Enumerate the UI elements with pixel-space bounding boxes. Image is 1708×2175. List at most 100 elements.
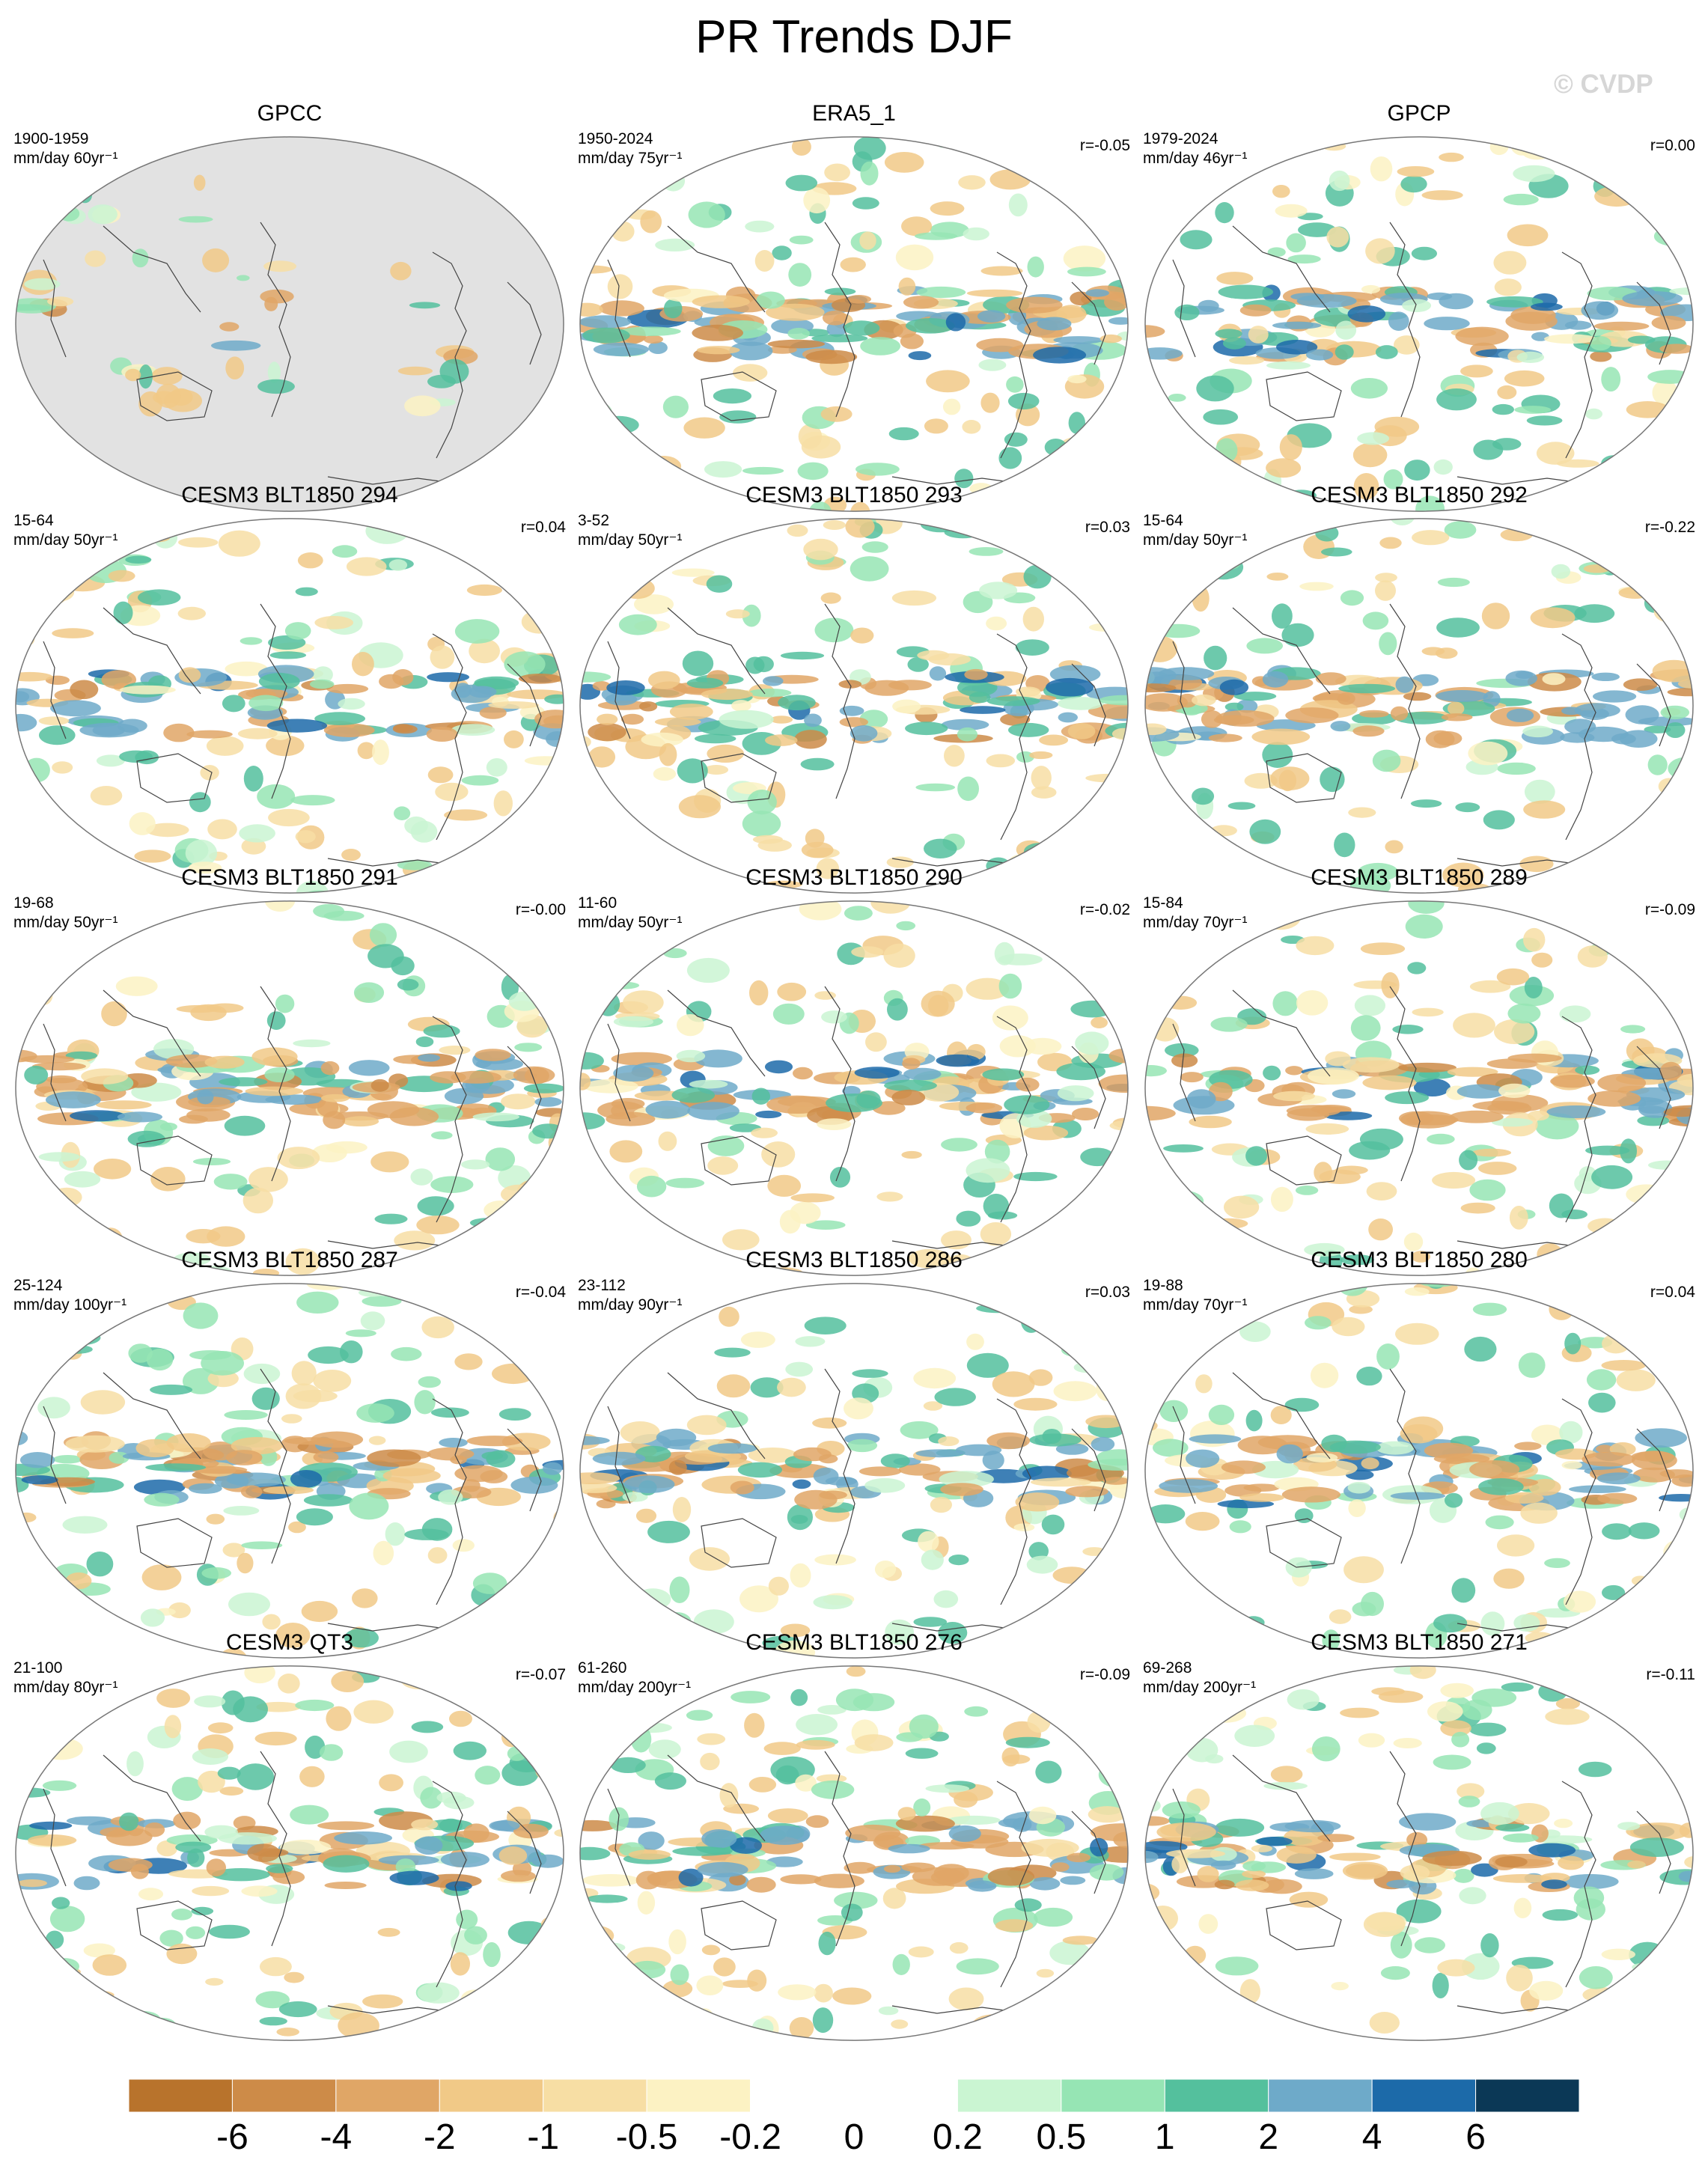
map-panel: CESM3 BLT1850 289 15-84 mm/day 70yr⁻¹ r=-0.… (1143, 865, 1695, 1280)
panel-title: CESM3 BLT1850 287 (181, 1248, 398, 1272)
panel-title: CESM3 BLT1850 293 (745, 483, 963, 507)
colorbar-tick-label: -0.5 (615, 2117, 678, 2157)
panel-correlation: r=-0.00 (515, 901, 566, 918)
map-panel: CESM3 BLT1850 291 19-68 mm/day 50yr⁻¹ r=-0.… (13, 865, 566, 1280)
robinson-map (579, 1283, 1129, 1659)
colorbar-tick-label: -6 (216, 2117, 248, 2157)
panel-correlation: r=-0.04 (515, 1284, 566, 1301)
colorbar-tick-label: 4 (1361, 2117, 1382, 2157)
panel-title: CESM3 BLT1850 290 (745, 865, 963, 890)
colorbar-tick-label: 6 (1465, 2117, 1486, 2157)
panel-title: CESM3 BLT1850 294 (181, 483, 398, 507)
panel-years: 21-100 (13, 1659, 63, 1677)
panel-title: GPCC (257, 101, 323, 126)
panel-correlation: r=-0.22 (1644, 519, 1695, 536)
panel-units: mm/day 50yr⁻¹ (13, 914, 118, 931)
panel-correlation: r=-0.05 (1079, 137, 1130, 154)
colorbar-tick-label: -1 (527, 2117, 560, 2157)
robinson-map (579, 518, 1129, 894)
colorbar (129, 2078, 1579, 2113)
robinson-map (1144, 518, 1694, 894)
map-panel: CESM3 BLT1850 276 61-260 mm/day 200yr⁻¹ r=-… (578, 1630, 1130, 2045)
panel-correlation: r=0.00 (1650, 137, 1695, 154)
colorbar-box (853, 2078, 958, 2113)
panel-years: 61-260 (578, 1659, 627, 1677)
panel-units: mm/day 70yr⁻¹ (1143, 1296, 1248, 1314)
panel-years: 1979-2024 (1143, 130, 1219, 147)
map-panel: CESM3 BLT1850 292 15-64 mm/day 50yr⁻¹ r=-0.… (1143, 483, 1695, 897)
colorbar-tick-label: 1 (1154, 2117, 1175, 2157)
colorbar-box (1268, 2078, 1373, 2113)
panel-correlation: r=0.04 (1650, 1284, 1695, 1301)
robinson-map (579, 900, 1129, 1276)
panel-years: 23-112 (578, 1277, 626, 1294)
panel-years: 25-124 (13, 1277, 63, 1294)
panel-correlation: r=-0.11 (1646, 1666, 1695, 1683)
panel-years: 11-60 (578, 894, 617, 912)
panel-units: mm/day 46yr⁻¹ (1143, 150, 1248, 167)
panel-title: CESM3 BLT1850 271 (1311, 1630, 1528, 1655)
map-panel: GPCP 1979-2024 mm/day 46yr⁻¹ r=0.00 (1143, 101, 1695, 516)
robinson-map (15, 136, 564, 512)
colorbar-box (1061, 2078, 1165, 2113)
robinson-map (1144, 136, 1694, 512)
map-panel: CESM3 BLT1850 280 19-88 mm/day 70yr⁻¹ r=0.0… (1143, 1248, 1695, 1662)
colorbar-box (335, 2078, 440, 2113)
colorbar-box (129, 2078, 233, 2113)
panel-title: CESM3 BLT1850 291 (181, 865, 398, 890)
panel-correlation: r=0.03 (1085, 519, 1130, 536)
colorbar-box (1371, 2078, 1477, 2113)
robinson-map (15, 1665, 564, 2041)
panel-units: mm/day 200yr⁻¹ (1143, 1679, 1257, 1696)
colorbar-box (1164, 2078, 1269, 2113)
colorbar-box (750, 2078, 855, 2113)
map-panel: CESM3 BLT1850 294 15-64 mm/day 50yr⁻¹ r=0.0… (13, 483, 566, 897)
panel-title: CESM3 BLT1850 289 (1311, 865, 1528, 890)
panel-title: CESM3 BLT1850 276 (745, 1630, 963, 1655)
panel-units: mm/day 50yr⁻¹ (1143, 531, 1248, 549)
watermark: © CVDP (1554, 70, 1653, 99)
panel-title: CESM3 QT3 (225, 1630, 354, 1655)
colorbar-tick-label: 0.5 (1036, 2117, 1087, 2157)
panel-units: mm/day 60yr⁻¹ (13, 150, 118, 167)
panel-years: 1900-1959 (13, 130, 89, 147)
panel-correlation: r=-0.09 (1079, 1666, 1130, 1683)
panel-years: 19-68 (13, 894, 54, 912)
panel-correlation: r=-0.09 (1644, 901, 1695, 918)
robinson-map (15, 900, 564, 1276)
panel-units: mm/day 100yr⁻¹ (13, 1296, 127, 1314)
panel-years: 1950-2024 (578, 130, 653, 147)
panel-years: 3-52 (578, 512, 610, 529)
panel-years: 19-88 (1143, 1277, 1183, 1294)
colorbar-box (1475, 2078, 1579, 2113)
colorbar-box (646, 2078, 751, 2113)
panel-title: ERA5_1 (812, 101, 896, 126)
map-panel: CESM3 BLT1850 290 11-60 mm/day 50yr⁻¹ r=-0.… (578, 865, 1130, 1280)
colorbar-tick-label: -0.2 (719, 2117, 781, 2157)
panel-correlation: r=0.03 (1085, 1284, 1130, 1301)
map-panel: ERA5_1 1950-2024 mm/day 75yr⁻¹ r=-0.05 (578, 101, 1130, 516)
panel-units: mm/day 200yr⁻¹ (578, 1679, 692, 1696)
panel-title: CESM3 BLT1850 280 (1311, 1248, 1528, 1272)
colorbar-box (543, 2078, 647, 2113)
panel-correlation: r=0.04 (520, 519, 566, 536)
robinson-map (15, 518, 564, 894)
panel-units: mm/day 50yr⁻¹ (578, 531, 683, 549)
colorbar-box (957, 2078, 1062, 2113)
map-panel: CESM3 BLT1850 286 23-112 mm/day 90yr⁻¹ r=0.… (578, 1248, 1130, 1662)
map-panel: CESM3 BLT1850 293 3-52 mm/day 50yr⁻¹ r=0.03 (578, 483, 1130, 897)
robinson-map (1144, 1283, 1694, 1659)
colorbar-box (231, 2078, 337, 2113)
panel-title: GPCP (1387, 101, 1451, 126)
colorbar-box (439, 2078, 544, 2113)
panel-units: mm/day 75yr⁻¹ (578, 150, 683, 167)
panel-years: 15-84 (1143, 894, 1183, 912)
map-panel: CESM3 BLT1850 287 25-124 mm/day 100yr⁻¹ r=-… (13, 1248, 566, 1662)
map-panel: CESM3 QT3 21-100 mm/day 80yr⁻¹ r=-0.07 (13, 1630, 566, 2045)
robinson-map (1144, 900, 1694, 1276)
colorbar-tick-label: 0 (844, 2117, 864, 2157)
panel-years: 15-64 (1143, 512, 1183, 529)
colorbar-tick-label: 0.2 (933, 2117, 983, 2157)
robinson-map (1144, 1665, 1694, 2041)
colorbar-tick-label: -2 (423, 2117, 456, 2157)
